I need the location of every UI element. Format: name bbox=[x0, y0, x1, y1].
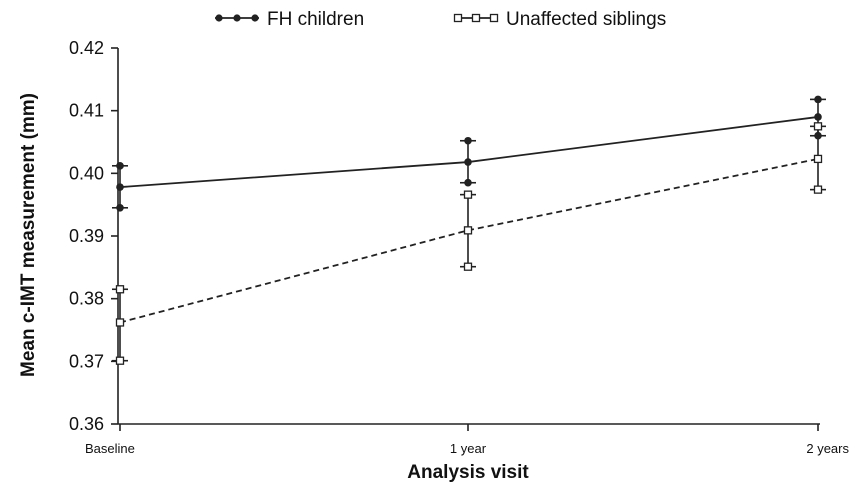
data-point bbox=[814, 113, 822, 121]
legend-item: Unaffected siblings bbox=[453, 9, 666, 30]
x-tick-label: 2 years bbox=[806, 441, 849, 456]
legend-label: FH children bbox=[267, 9, 364, 30]
error-end-marker bbox=[116, 204, 124, 212]
data-point bbox=[116, 183, 124, 191]
error-end-marker bbox=[813, 122, 823, 131]
x-tick-label: 1 year bbox=[450, 441, 487, 456]
error-end-marker bbox=[116, 162, 124, 170]
y-tick-label: 0.42 bbox=[69, 38, 104, 58]
legend-marker bbox=[233, 14, 241, 22]
error-end-marker bbox=[115, 356, 125, 365]
legend-marker bbox=[215, 14, 223, 22]
y-tick-label: 0.38 bbox=[69, 289, 104, 309]
series-line bbox=[119, 116, 819, 189]
series-layer bbox=[112, 95, 826, 365]
data-point bbox=[464, 158, 472, 166]
x-tick-label: Baseline bbox=[85, 441, 135, 456]
error-end-marker bbox=[463, 262, 473, 271]
error-end-marker bbox=[464, 136, 472, 145]
y-tick-label: 0.40 bbox=[69, 163, 104, 183]
legend-marker bbox=[251, 14, 259, 22]
error-end-marker bbox=[464, 178, 472, 187]
error-end-marker bbox=[463, 190, 473, 199]
y-tick-label: 0.36 bbox=[69, 414, 104, 434]
data-point bbox=[813, 154, 823, 164]
data-point bbox=[463, 226, 473, 235]
data-point bbox=[115, 318, 125, 327]
axes: 0.36 0.37 0.38 0.39 0.40 0.41 0.42 Baseline 1 ye… bbox=[69, 38, 850, 456]
y-tick-label: 0.39 bbox=[69, 226, 104, 246]
error-end-marker bbox=[813, 185, 823, 194]
legend-label: Unaffected siblings bbox=[506, 9, 666, 30]
legend-marker bbox=[489, 13, 499, 23]
legend-marker bbox=[471, 13, 481, 23]
series-unaffected-siblings bbox=[112, 122, 826, 365]
x-axis-title: Analysis visit bbox=[407, 462, 529, 483]
legend: FH children Unaffected siblings bbox=[215, 9, 666, 30]
series-fh-children bbox=[112, 95, 826, 212]
error-end-marker bbox=[115, 285, 125, 294]
y-tick-label: 0.41 bbox=[69, 101, 104, 121]
error-end-marker bbox=[814, 95, 822, 104]
y-axis-title: Mean c-IMT measurement (mm) bbox=[18, 93, 39, 377]
legend-item: FH children bbox=[215, 9, 364, 30]
y-tick-label: 0.37 bbox=[69, 351, 104, 371]
legend-marker bbox=[453, 13, 463, 23]
